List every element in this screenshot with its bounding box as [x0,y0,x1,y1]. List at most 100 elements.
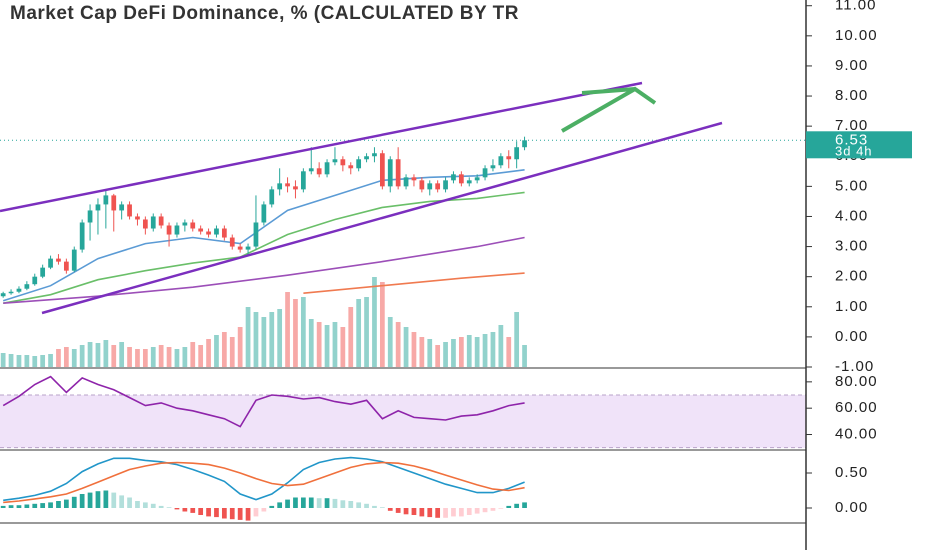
histogram-bar [490,508,496,511]
line [3,461,525,504]
candle-body [427,183,433,190]
volume-bar [506,337,512,367]
histogram-bar [451,508,456,517]
volume-bar [403,327,409,367]
volume-bar [324,325,330,367]
trend-line-upper [0,81,643,213]
volume-bar [245,307,251,367]
candle-body [150,216,156,229]
histogram-bar [24,504,30,508]
volume-bar [435,345,441,367]
candle-body [71,249,77,271]
y-tick-label: 0.00 [835,328,868,345]
histogram-bar [48,502,53,508]
volume-bar [71,349,77,367]
candle-body [285,183,290,187]
volume-bar [56,349,61,367]
line [3,191,525,304]
chart-title: Market Cap DeFi Dominance, % (CALCULATED… [10,3,519,24]
candle-body [221,228,227,238]
histogram-bar [229,508,235,520]
candle-body [87,210,93,223]
line [2,375,525,428]
histogram-bar [482,508,488,513]
line [3,456,525,502]
candle-body [158,216,164,226]
histogram-bar [514,503,520,508]
candle-body [135,216,140,220]
candle-body [0,293,6,297]
volume-bar [466,335,472,367]
y-tick-label: 9.00 [835,57,868,74]
volume-bar [0,353,6,367]
volume-bar [8,354,14,367]
histogram-bar [348,501,354,508]
histogram-bar [269,505,275,508]
histogram-bar [63,499,69,508]
volume-bar [498,325,504,367]
y-tick-label: 2.00 [835,268,868,285]
candle-body [245,246,251,250]
histogram-bar [71,496,77,508]
line [2,169,525,302]
candle-body [411,177,417,181]
volume-bar [316,322,322,367]
histogram-bar [308,497,314,508]
histogram-bar [285,499,290,508]
histogram-bar [356,502,362,508]
volume-bar [482,334,488,367]
volume-bar [356,299,362,367]
y-tick-label: 10.00 [835,27,878,44]
volume-bar [87,342,93,367]
candle-body [174,225,180,235]
volume-bar [214,335,219,367]
histogram-bar [198,508,204,515]
histogram-bar [221,508,227,519]
candle-body [300,171,306,190]
y-tick-label: 3.00 [835,238,868,255]
volume-bar [119,342,125,367]
candle-body [506,156,512,160]
rsi-band [0,395,806,448]
candle-body [142,219,148,229]
volume-bar [490,332,496,367]
histogram-bar [166,507,172,508]
histogram-bar [411,508,417,515]
candle-body [364,156,369,160]
volume-bar [237,327,243,367]
candle-body [356,159,362,169]
volume-bar [340,327,346,367]
volume-bar [16,355,22,367]
histogram-bar [474,508,480,514]
trend-line-lower [41,121,723,315]
histogram-bar [16,505,22,508]
candle-body [435,183,441,190]
candle-body [24,284,30,289]
volume-bar [111,345,117,367]
y-tick-label: 1.00 [835,298,868,315]
volume-bar [379,282,385,367]
y-tick-label: 40.00 [835,425,878,442]
histogram-bar [150,503,156,508]
candle-body [103,195,109,205]
histogram-bar [119,495,125,508]
volume-bar [229,337,235,367]
histogram-bar [8,505,14,508]
histogram-bar [522,502,527,508]
volume-bar [474,337,480,367]
volume-bar [103,340,109,367]
volume-bar [372,277,377,367]
y-tick-label: 60.00 [835,399,878,416]
candle-body [214,228,219,235]
histogram-bar [190,508,196,513]
histogram-bar [364,503,369,508]
histogram-bar [111,492,117,508]
volume-bar [40,355,46,367]
candle-body [32,276,38,285]
candle-body [466,180,472,184]
volume-bar [206,339,211,367]
histogram-bar [498,508,504,509]
candle-body [324,162,330,175]
volume-bar [411,332,417,367]
candle-body [482,168,488,178]
